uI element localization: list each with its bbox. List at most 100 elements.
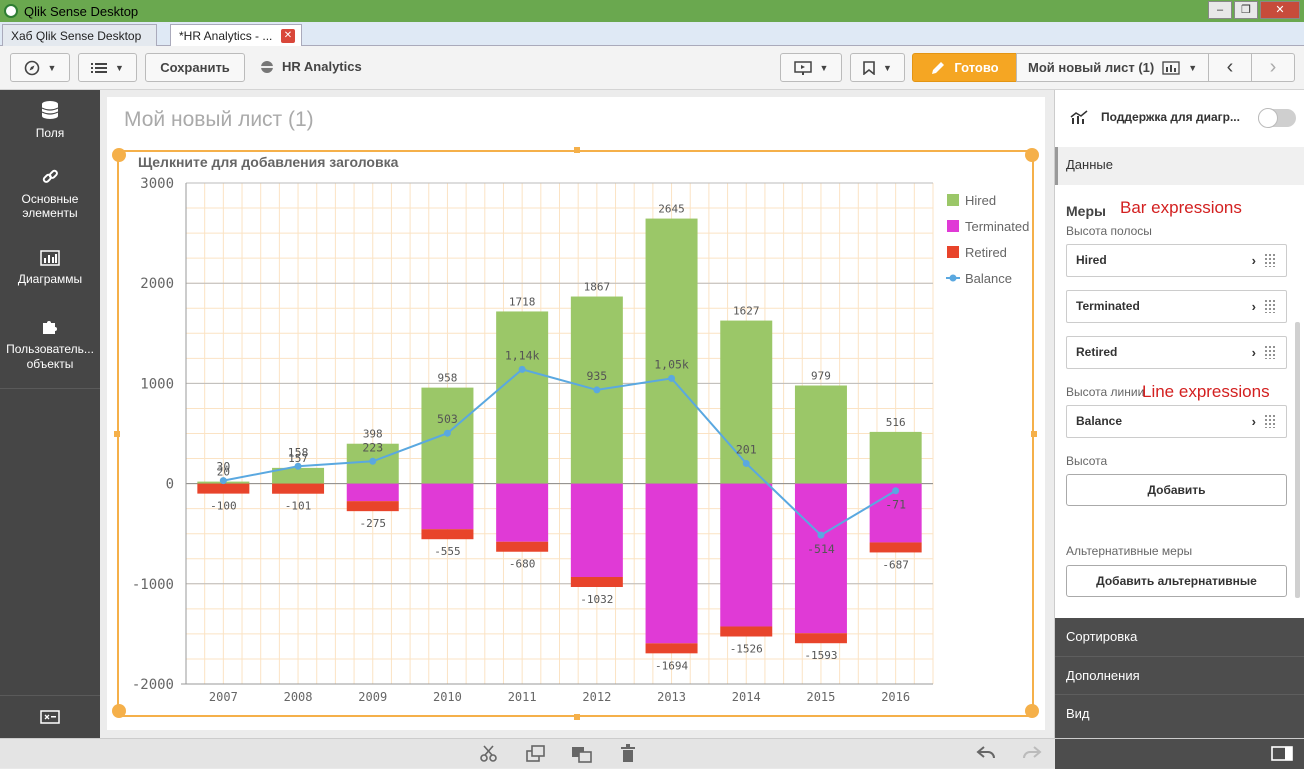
measure-retired[interactable]: Retired › [1066,336,1287,369]
balance-label: 201 [736,442,757,456]
legend-label: Balance [965,271,1012,286]
delete-icon[interactable] [620,744,636,763]
legend-label: Hired [965,193,996,208]
bar-retired [794,633,847,644]
add-alternative-button[interactable]: Добавить альтернативные [1066,565,1287,597]
tab-label: *HR Analytics - ... [179,29,273,43]
chevron-down-icon: ▼ [47,62,57,73]
section-add-ons[interactable]: Дополнения [1055,656,1304,694]
data-label: 1627 [733,305,760,318]
bar-chart-icon [40,250,60,266]
minimize-icon[interactable]: – [1208,1,1232,19]
sidebar-item-label: Пользователь... объекты [6,342,94,371]
resize-handle-bottom-right[interactable] [1025,704,1039,718]
close-window-icon[interactable]: ✕ [1260,1,1300,19]
next-sheet-button[interactable]: › [1251,53,1295,82]
copy-icon[interactable] [526,745,546,763]
sidebar-item-label: Основные элементы [21,192,79,220]
window-title: Qlik Sense Desktop [24,3,139,19]
resize-handle-top-left[interactable] [112,148,126,162]
drag-handle-icon[interactable] [1264,414,1276,428]
bar-terminated [720,483,773,627]
sidebar-item-custom-objects[interactable]: Пользователь... объекты [0,318,100,372]
story-button[interactable]: ▼ [780,53,842,82]
data-label: 398 [363,428,383,441]
resize-handle-right[interactable] [1031,431,1037,437]
bar-retired [869,542,922,553]
window-titlebar: Qlik Sense Desktop – ❐ ✕ [0,0,1304,22]
data-label: 1718 [509,295,536,308]
legend-swatch [947,246,959,258]
resize-handle-top[interactable] [574,147,580,153]
balance-line [223,368,897,537]
x-tick-label: 2011 [508,690,537,704]
balance-point [668,374,676,382]
data-label: 979 [811,370,831,383]
resize-handle-left[interactable] [114,431,120,437]
sheet-title[interactable]: Мой новый лист (1) [124,108,314,131]
chevron-right-icon: › [1251,345,1256,360]
tab-hr-analytics[interactable]: *HR Analytics - ... ✕ [170,24,302,46]
add-measure-button[interactable]: Добавить [1066,474,1287,506]
data-label: 958 [438,372,458,385]
drag-handle-icon[interactable] [1264,345,1276,359]
x-tick-label: 2010 [433,690,462,704]
y-tick-label: 0 [166,477,174,493]
drag-handle-icon[interactable] [1264,299,1276,313]
data-label: 20 [217,466,230,479]
chevron-right-icon: › [1251,299,1256,314]
balance-point [294,462,302,470]
navigation-menu-button[interactable]: ▼ [10,53,70,82]
sidebar-divider [0,388,100,389]
previous-sheet-button[interactable]: ‹ [1208,53,1252,82]
panel-footer [1055,739,1304,769]
bar-terminated [496,483,549,542]
data-label: 1867 [584,281,611,294]
section-appearance[interactable]: Вид [1055,694,1304,738]
drag-handle-icon[interactable] [1264,253,1276,267]
measure-hired[interactable]: Hired › [1066,244,1287,277]
done-editing-button[interactable]: Готово [912,53,1017,82]
resize-handle-bottom[interactable] [574,714,580,720]
maximize-icon[interactable]: ❐ [1234,1,1258,19]
resize-handle-bottom-left[interactable] [112,704,126,718]
chevron-down-icon: ▼ [1188,62,1198,73]
paste-icon[interactable] [571,745,593,763]
x-tick-label: 2013 [657,690,686,704]
bar-hired [645,218,698,484]
chart-title-placeholder[interactable]: Щелкните для добавления заголовка [138,154,399,170]
panel-scrollbar[interactable] [1295,322,1300,598]
sidebar-item-fields[interactable]: Поля [0,100,100,140]
sheet-selector[interactable]: Мой новый лист (1) ▼ [1016,53,1209,82]
support-toggle[interactable] [1258,108,1296,128]
balance-point [369,457,377,465]
undo-icon[interactable] [976,745,996,761]
balance-label: 30 [216,460,230,474]
bookmark-button[interactable]: ▼ [850,53,905,82]
sidebar-item-master-items[interactable]: Основные элементы [0,168,100,220]
tab-hub[interactable]: Хаб Qlik Sense Desktop [2,24,157,46]
done-label: Готово [954,60,999,75]
sidebar-item-charts[interactable]: Диаграммы [0,250,100,286]
global-menu-button[interactable]: ▼ [78,53,137,82]
x-tick-label: 2009 [358,690,387,704]
close-tab-icon[interactable]: ✕ [281,29,295,43]
section-data[interactable]: Данные [1055,147,1304,185]
cut-icon[interactable] [480,745,498,763]
sidebar-item-label: Поля [35,126,65,140]
alt-measures-label: Альтернативные меры [1066,544,1193,558]
bar-terminated [645,483,698,644]
measures-title: Меры [1066,203,1106,219]
variables-icon[interactable] [40,710,60,724]
resize-handle-top-right[interactable] [1025,148,1039,162]
measure-terminated[interactable]: Terminated › [1066,290,1287,323]
save-button[interactable]: Сохранить [145,53,245,82]
section-sorting[interactable]: Сортировка [1055,618,1304,656]
toggle-panel-icon[interactable] [1271,746,1293,761]
bar-hired [272,467,325,484]
measure-balance[interactable]: Balance › [1066,405,1287,438]
redo-icon[interactable] [1022,745,1042,761]
balance-label: 1,14k [505,348,540,362]
presentation-icon [793,60,812,75]
